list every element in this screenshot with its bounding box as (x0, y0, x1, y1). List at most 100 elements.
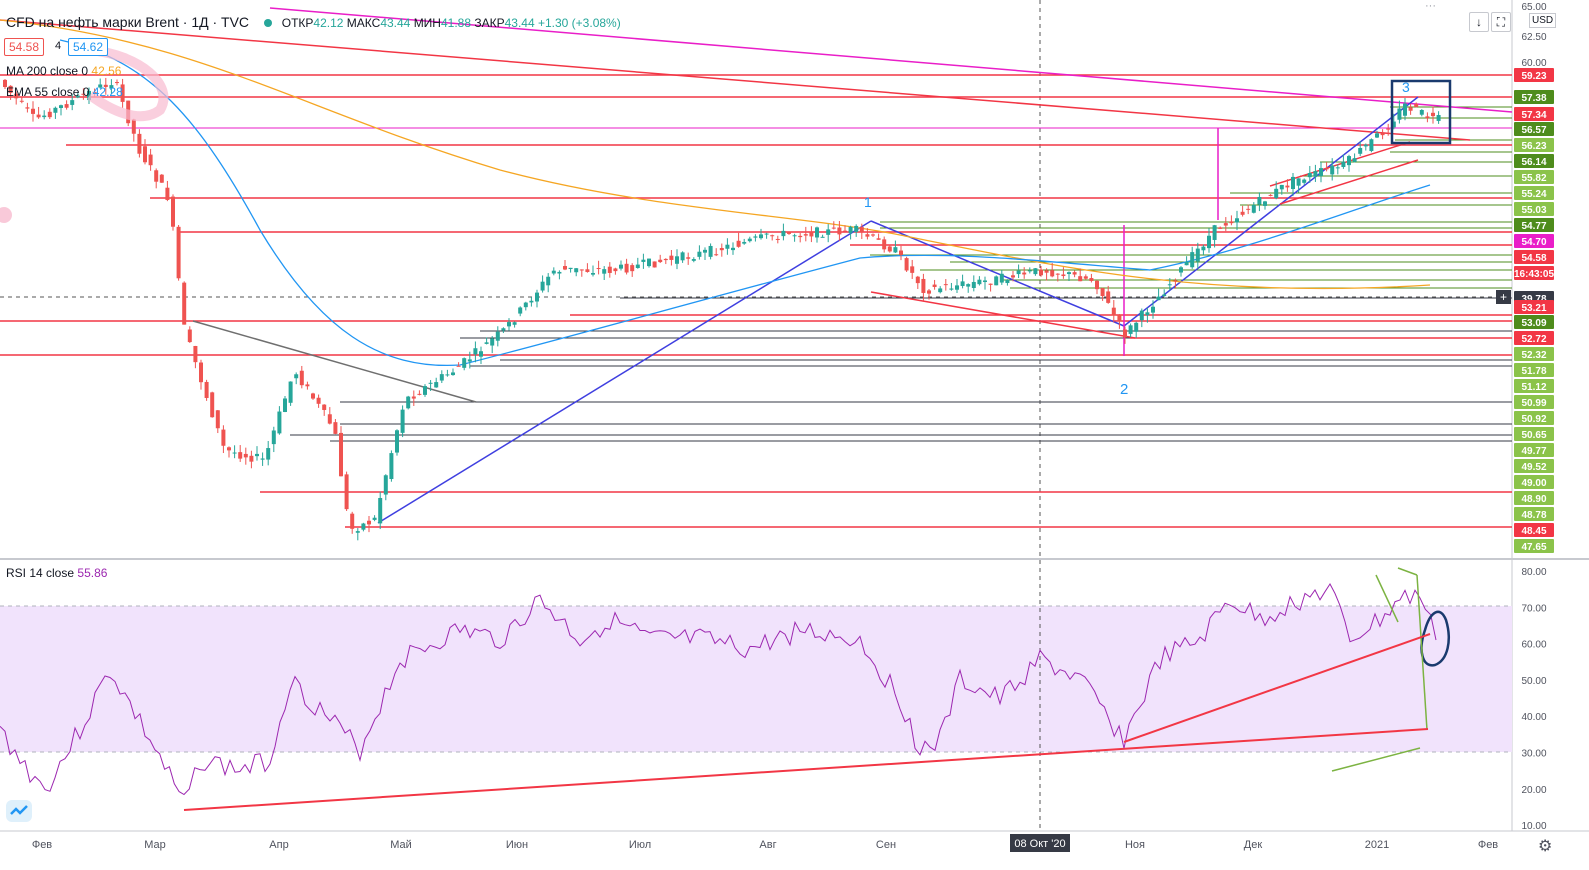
price-level-label-bg (1514, 250, 1554, 264)
symbol-title[interactable]: CFD на нефть марки Brent · 1Д · TVC (6, 14, 250, 30)
candle-body (176, 226, 181, 279)
candle-body (1061, 274, 1066, 277)
rsi-green-mark-4[interactable] (1331, 747, 1421, 772)
candle-body (8, 85, 13, 93)
candle-body (1431, 112, 1435, 117)
rsi-legend[interactable]: RSI 14 close 55.86 (6, 566, 107, 580)
trend-line (377, 220, 872, 524)
rsi-green-mark-2[interactable] (1397, 567, 1418, 576)
price-level-label: 39.78 (1521, 294, 1546, 305)
candle-body (1369, 139, 1374, 151)
candle-body (854, 225, 859, 232)
candle-body (635, 264, 640, 268)
candle-body (932, 284, 937, 287)
price-level-label: 56.14 (1521, 157, 1546, 168)
candle-body (988, 283, 993, 285)
price-level-label: 56.57 (1521, 125, 1546, 136)
arrow-down-icon[interactable]: ↓ (1469, 12, 1489, 32)
candle-body (193, 345, 198, 363)
price-level-label-bg (1514, 443, 1554, 457)
candle-body (1151, 306, 1155, 313)
candle-body (764, 233, 769, 235)
buy-price-button[interactable]: 54.62 (68, 38, 109, 56)
time-tick-label: Апр (269, 839, 288, 851)
candle-body (305, 384, 310, 387)
candle-body (1106, 291, 1111, 303)
visibility-dot-icon[interactable] (264, 19, 273, 27)
horizontal-levels[interactable] (0, 74, 1512, 528)
candle-body (473, 348, 478, 355)
candle-body (787, 231, 791, 234)
price-level-label-bg (1514, 411, 1554, 425)
rsi-green-mark-1[interactable] (1375, 574, 1399, 623)
currency-label[interactable]: USD (1529, 13, 1557, 28)
price-pane[interactable] (0, 0, 1512, 558)
more-icon[interactable]: ··· (1425, 0, 1436, 12)
price-level-label: 49.52 (1521, 462, 1546, 473)
wave-2-label: 2 (1120, 381, 1128, 398)
ma200-legend[interactable]: MA 200 close 0 42.56 (6, 64, 121, 78)
symbol-legend[interactable]: CFD на нефть марки Brent · 1Д · TVC ОТКР… (6, 14, 621, 30)
ema55-legend[interactable]: EMA 55 close 0 42.28 (6, 85, 123, 99)
candle-body (1414, 103, 1419, 107)
price-level-label-bg (1514, 300, 1554, 314)
price-level-label-bg (1514, 523, 1554, 537)
sell-price-button[interactable]: 54.58 (4, 38, 45, 56)
time-tick-label: Май (390, 839, 412, 851)
price-level-label: 51.78 (1521, 366, 1546, 377)
ma200-label: MA 200 close 0 (6, 64, 89, 78)
candle-body (451, 372, 455, 376)
candle-body (355, 531, 360, 533)
ohlc-high-label: МАКС (346, 16, 381, 30)
rsi-tick-label: 40.00 (1521, 712, 1546, 723)
rsi-green-mark-3[interactable] (1416, 574, 1428, 731)
rsi-trend-line-2[interactable] (1123, 633, 1431, 743)
candle-body (327, 414, 332, 424)
candle-body (731, 247, 735, 251)
candle-body (949, 288, 954, 290)
gear-icon[interactable]: ⚙ (1538, 838, 1553, 855)
candle-body (837, 227, 842, 235)
candle-body (501, 328, 506, 331)
candle-body (1195, 248, 1200, 262)
candle-body (283, 398, 287, 413)
candle-body (1218, 227, 1223, 229)
wave3-box[interactable] (1390, 79, 1452, 145)
time-tick-label: Фев (1478, 839, 1498, 851)
trend-line (1279, 159, 1419, 205)
rsi-band (0, 606, 1512, 752)
candle-body (143, 146, 147, 163)
price-tick-label: 62.50 (1521, 32, 1546, 43)
candle-body (70, 100, 75, 105)
rsi-trend-line-1[interactable] (183, 728, 1429, 811)
candle-body (1123, 329, 1127, 338)
candle-body (299, 370, 304, 386)
candle-body (1330, 165, 1335, 175)
price-level-label-bg (1514, 379, 1554, 393)
moving-averages (0, 19, 1431, 367)
price-level-label: 16:43:05 (1514, 269, 1554, 280)
tradingview-logo-icon[interactable] (6, 800, 32, 822)
candle-body (887, 246, 892, 252)
candle-body (1335, 167, 1340, 169)
price-level-label: 47.65 (1521, 542, 1546, 553)
rsi-tick-label: 70.00 (1521, 603, 1546, 614)
candle-body (87, 90, 91, 101)
price-tick-label: 65.00 (1521, 2, 1546, 13)
candle-body (14, 93, 19, 99)
ohlc-low-value: 41.88 (440, 16, 472, 30)
candle-body (1397, 108, 1402, 120)
candle-body (1005, 279, 1010, 284)
candle-body (423, 386, 427, 395)
candle-body (1212, 225, 1217, 240)
candle-body (983, 280, 987, 283)
candle-body (1263, 201, 1267, 206)
candle-body (512, 322, 517, 325)
candle-body (781, 230, 786, 237)
fullscreen-icon[interactable]: ⛶ (1491, 12, 1511, 32)
candle-body (1268, 194, 1273, 196)
candle-body (1347, 156, 1351, 166)
candle-body (1341, 161, 1346, 167)
candle-body (893, 247, 898, 253)
